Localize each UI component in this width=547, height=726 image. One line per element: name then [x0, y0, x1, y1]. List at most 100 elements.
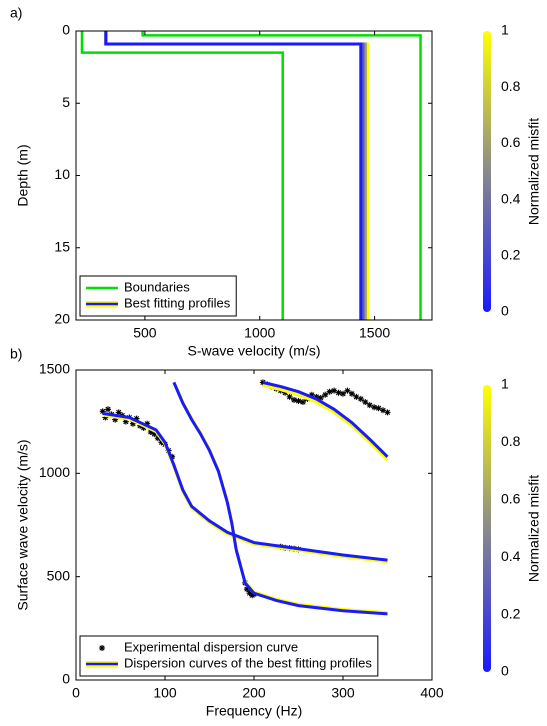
colorbar-tick-label: 0.6 — [501, 491, 521, 507]
colorbar-tick-label: 1 — [501, 22, 509, 38]
star-marker — [322, 391, 329, 398]
star-marker — [129, 420, 136, 427]
star-marker — [144, 420, 151, 427]
star-marker — [308, 391, 315, 398]
star-marker — [375, 405, 382, 412]
legend-frame — [79, 275, 237, 317]
profile-line — [262, 384, 389, 461]
star-marker — [112, 416, 119, 423]
star-marker — [340, 390, 346, 397]
y-tick-label: 10 — [54, 166, 70, 182]
star-marker — [317, 394, 324, 401]
profile-line — [262, 380, 389, 458]
star-marker — [362, 399, 369, 406]
star-marker — [282, 389, 289, 396]
colorbar-tick-label: 0 — [501, 663, 509, 679]
profile-line — [172, 381, 388, 616]
plot-area — [99, 379, 391, 616]
legend-label: Dispersion curves of the best fitting pr… — [124, 655, 372, 670]
y-tick-label: 20 — [54, 311, 70, 327]
star-marker — [371, 404, 378, 411]
legend-label: Best fitting profiles — [124, 295, 231, 310]
colorbar-tick-label: 1 — [501, 376, 509, 392]
plot-area — [80, 31, 422, 320]
x-tick-label: 300 — [331, 685, 355, 701]
x-tick-label: 1000 — [244, 325, 275, 341]
colorbar — [483, 31, 491, 312]
x-axis-label: Frequency (Hz) — [206, 703, 302, 719]
x-tick-label: 100 — [153, 685, 177, 701]
profile-line — [172, 381, 388, 615]
y-tick-label: 1500 — [39, 361, 70, 377]
legend: Experimental dispersion curveDispersion … — [79, 635, 379, 677]
y-tick-label: 500 — [47, 567, 71, 583]
colorbar-tick-label: 0.4 — [501, 548, 521, 564]
star-marker — [353, 393, 360, 400]
star-marker — [326, 388, 333, 395]
colorbar-tick-label: 0.8 — [501, 78, 521, 94]
profile-line — [104, 31, 363, 320]
star-marker — [335, 389, 342, 396]
colorbar-label: Normalized misfit — [526, 118, 542, 225]
x-tick-label: 500 — [133, 325, 157, 341]
star-marker — [313, 393, 320, 400]
legend-label: Boundaries — [124, 279, 190, 294]
x-axis-label: S-wave velocity (m/s) — [187, 343, 320, 359]
profile-line — [102, 411, 388, 562]
star-marker — [158, 439, 165, 446]
legend-label: Experimental dispersion curve — [124, 639, 298, 654]
star-marker — [357, 395, 364, 402]
star-marker — [102, 414, 109, 421]
axes-frame — [75, 30, 433, 321]
profile-line — [141, 31, 422, 320]
colorbar-tick-label: 0.2 — [501, 605, 521, 621]
x-tick-label: 0 — [72, 685, 80, 701]
legend-frame — [79, 635, 379, 677]
y-tick-label: 15 — [54, 238, 70, 254]
star-marker — [299, 399, 306, 406]
colorbar-tick-label: 0.6 — [501, 134, 521, 150]
x-tick-label: 200 — [242, 685, 266, 701]
profile-line — [80, 31, 284, 320]
star-marker — [133, 415, 140, 422]
star-marker — [366, 402, 373, 409]
colorbar-tick-label: 0.4 — [501, 190, 521, 206]
star-marker — [246, 590, 253, 597]
panel-label: a) — [10, 5, 22, 21]
star-marker — [105, 406, 112, 413]
star-marker — [348, 390, 355, 397]
star-marker — [154, 435, 161, 442]
star-marker — [243, 586, 250, 593]
colorbar-label: Normalized misfit — [526, 475, 542, 582]
colorbar-tick-label: 0 — [501, 303, 509, 319]
y-tick-label: 0 — [62, 671, 70, 687]
star-marker — [295, 398, 302, 404]
star-marker — [99, 645, 105, 651]
y-tick-label: 5 — [62, 94, 70, 110]
star-marker — [147, 429, 154, 435]
star-marker — [384, 409, 391, 416]
axes-frame — [75, 369, 433, 681]
y-axis-label: Depth (m) — [15, 144, 31, 206]
colorbar-tick-label: 0.2 — [501, 247, 521, 263]
star-marker — [99, 408, 106, 415]
star-marker — [291, 396, 298, 403]
star-marker — [151, 431, 158, 438]
panel-label: b) — [10, 346, 22, 362]
star-marker — [115, 409, 122, 416]
y-axis-label: Surface wave velocity (m/s) — [15, 439, 31, 610]
star-marker — [286, 393, 293, 400]
y-tick-label: 0 — [62, 22, 70, 38]
star-marker — [122, 418, 129, 425]
y-tick-label: 1000 — [39, 464, 70, 480]
colorbar-tick-label: 0.8 — [501, 433, 521, 449]
x-tick-label: 1500 — [359, 325, 390, 341]
star-marker — [344, 387, 351, 394]
colorbar — [483, 385, 491, 672]
x-tick-label: 400 — [420, 685, 444, 701]
star-marker — [331, 387, 338, 394]
star-marker — [380, 407, 387, 414]
star-marker — [140, 424, 147, 431]
